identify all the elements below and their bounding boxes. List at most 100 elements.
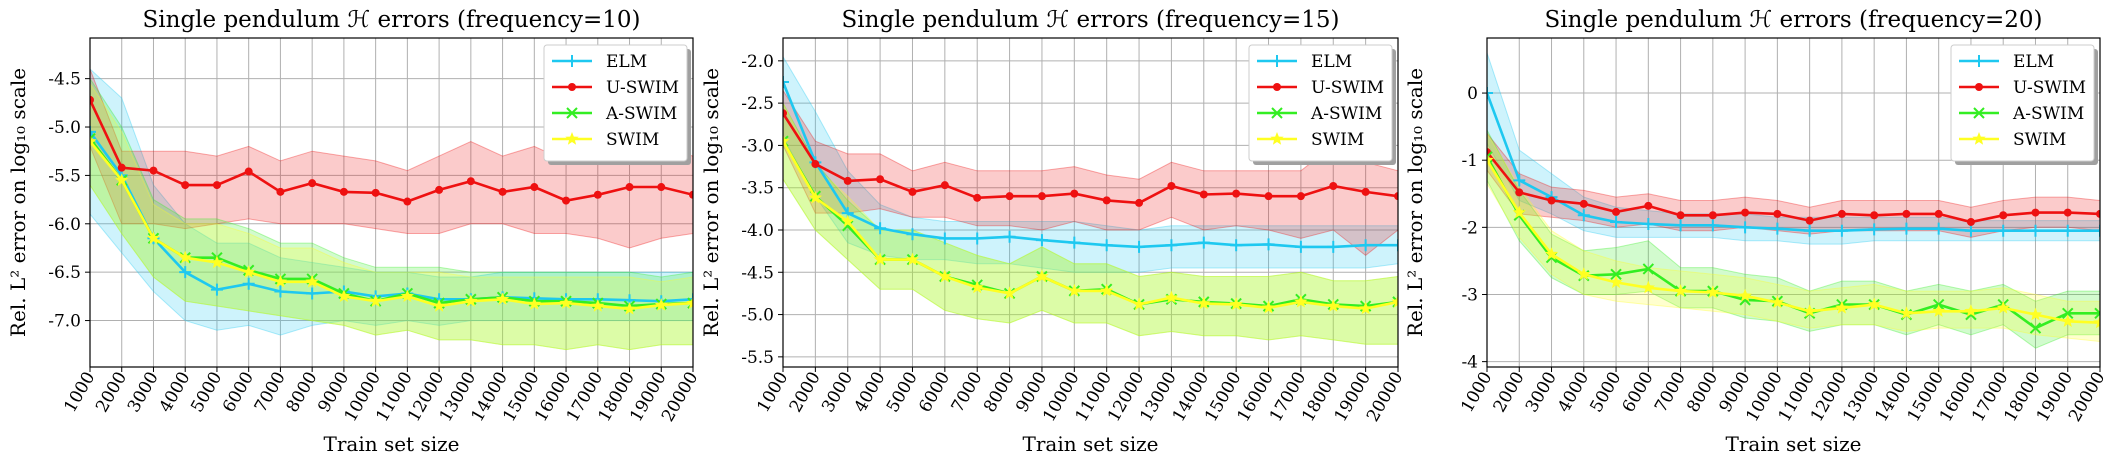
legend-entry-swim: SWIM: [1257, 130, 1364, 150]
data-point: [339, 187, 348, 196]
data-point: [435, 185, 444, 194]
legend-entry-elm: ELM: [552, 52, 647, 72]
chart-panel-3: 1000200030004000500060007000800090001000…: [1403, 7, 2109, 456]
legend-label: U-SWIM: [606, 78, 679, 98]
data-point: [938, 269, 952, 283]
data-point: [1135, 198, 1144, 207]
legend-box: [543, 44, 688, 162]
x-tick-label: 1000: [60, 369, 99, 416]
data-point: [2029, 224, 2042, 237]
data-point: [783, 134, 790, 147]
legend: ELM U-SWIM A-SWIM SWIM: [1950, 44, 2098, 165]
data-point: [305, 274, 319, 288]
data-point: [1359, 239, 1372, 252]
data-point: [1264, 192, 1273, 201]
x-tick-label: 5000: [1586, 369, 1625, 416]
series-line-swim: [783, 140, 1398, 310]
data-point: [1610, 215, 1623, 228]
series-elm: [1487, 87, 2100, 237]
data-point: [1394, 192, 1398, 201]
data-point: [2093, 315, 2100, 329]
data-point: [1070, 189, 1079, 198]
data-point: [686, 296, 693, 309]
band-swim: [90, 82, 693, 351]
legend-label: U-SWIM: [2013, 78, 2086, 98]
legend-entry-elm: ELM: [1257, 52, 1352, 72]
chart-title: Single pendulum ℋ errors (frequency=15): [842, 7, 1340, 33]
data-point: [212, 181, 221, 190]
data-point: [1867, 297, 1881, 311]
data-point: [783, 109, 787, 118]
legend-entry-elm: ELM: [1959, 52, 2054, 72]
data-point: [1035, 234, 1048, 247]
data-point: [625, 183, 634, 192]
band-a-swim: [1487, 129, 2100, 349]
data-point: [464, 294, 478, 307]
data-point: [1487, 153, 1494, 166]
data-point: [1100, 239, 1113, 252]
band-elm: [783, 55, 1398, 273]
legend-label: A-SWIM: [1310, 104, 1382, 124]
data-point: [1361, 187, 1370, 196]
data-point: [873, 252, 887, 266]
data-point: [1964, 304, 1978, 317]
data-point: [2061, 224, 2074, 237]
data-point: [179, 266, 192, 279]
data-point: [940, 181, 949, 190]
y-tick-label: -3.5: [741, 179, 774, 199]
data-point: [1770, 295, 1784, 309]
legend-entry-a-swim: A-SWIM: [552, 104, 677, 124]
legend-entry-a-swim: A-SWIM: [1959, 104, 2084, 124]
legend-entry-a-swim: A-SWIM: [1257, 104, 1382, 124]
data-point: [1932, 304, 1946, 317]
data-point: [210, 255, 224, 269]
data-point: [2028, 307, 2043, 321]
data-point: [906, 228, 919, 241]
data-point: [1068, 236, 1081, 249]
band-swim: [1487, 132, 2100, 343]
legend-label: ELM: [606, 52, 647, 72]
x-tick-label: 3000: [818, 369, 857, 416]
data-point: [498, 187, 507, 196]
data-point: [1900, 222, 1913, 235]
data-point: [808, 190, 822, 204]
legend-label: ELM: [1311, 52, 1352, 72]
data-point: [1899, 306, 1914, 319]
series-line-swim: [90, 140, 693, 311]
legend-marker: [568, 83, 576, 91]
data-point: [1487, 87, 1493, 100]
data-point: [1612, 207, 1621, 216]
y-axis-label: Rel. L² error on log₁₀ scale: [699, 68, 723, 337]
data-point: [1835, 224, 1848, 237]
legend-marker: [565, 132, 579, 145]
x-tick-label: 2000: [1490, 369, 1529, 416]
legend-entry-swim: SWIM: [1959, 130, 2066, 150]
x-tick-label: 7000: [251, 369, 290, 416]
legend-label: U-SWIM: [1311, 78, 1384, 98]
plot-frame: [89, 37, 694, 368]
data-point: [1868, 223, 1881, 236]
data-point: [938, 232, 951, 245]
data-point: [1837, 209, 1846, 218]
plot-area: [783, 55, 1398, 345]
legend-marker: [1975, 83, 1983, 91]
band-elm: [1487, 52, 2100, 245]
x-tick-label: 2000: [92, 369, 131, 416]
data-point: [1805, 216, 1814, 225]
legend-label: SWIM: [2013, 130, 2066, 150]
data-point: [1610, 268, 1622, 281]
data-point: [1329, 182, 1338, 191]
x-tick-label: 6000: [219, 369, 258, 416]
data-point: [1577, 267, 1591, 280]
series-u-swim: [90, 95, 693, 206]
series-line-u-swim: [90, 99, 693, 203]
y-tick-label: -3.0: [741, 136, 774, 156]
y-tick-label: -5.5: [48, 166, 81, 186]
data-point: [1870, 211, 1879, 220]
data-point: [1803, 224, 1816, 237]
data-point: [1512, 205, 1526, 219]
series-line-u-swim: [1487, 151, 2100, 224]
x-tick-label: 5000: [883, 369, 922, 416]
data-point: [1738, 288, 1752, 302]
